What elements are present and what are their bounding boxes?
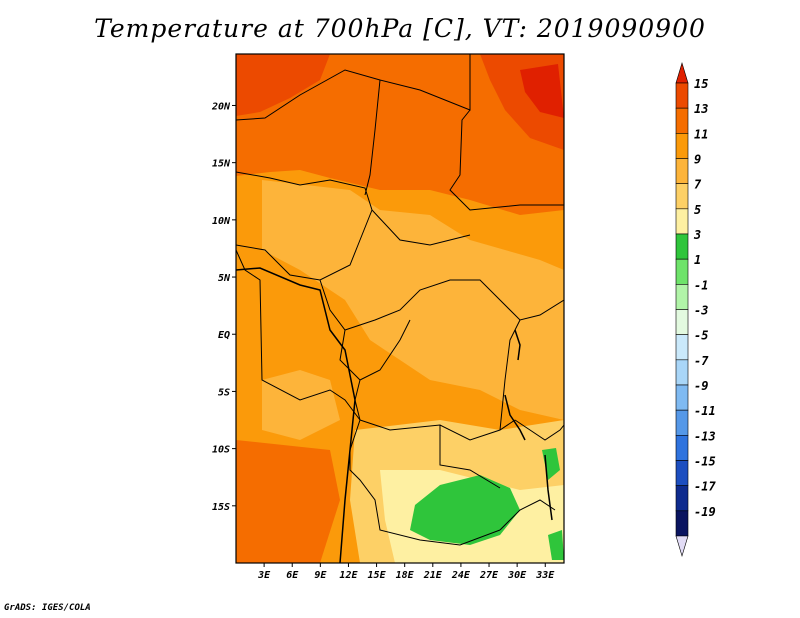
legend-color-box [675,82,689,109]
green-region-malawi [548,530,564,560]
legend-color-box [675,183,689,210]
legend-label: 15 [694,77,708,91]
legend-color-box [675,435,689,461]
legend-label: -3 [694,304,708,318]
legend-label: 9 [694,153,701,167]
legend-label: -15 [694,455,716,469]
longitude-axis: 3E 6E 9E 12E 15E 18E 21E 24E 27E 30E 33E [257,563,555,581]
legend-top-arrow [675,61,689,84]
legend-color-box [675,233,689,260]
lat-label: 5S [218,387,230,398]
legend-label: 11 [694,127,708,141]
lat-label: EQ [218,330,230,341]
color-legend: 15 13 11 9 7 5 3 1 -1 -3 -5 -7 -9 -11 -13 -15 -17 -19 [675,61,716,558]
legend-label: 13 [694,102,708,116]
lon-label: 15E [368,570,387,581]
legend-label: 7 [694,178,702,192]
coastlines-lakes [236,267,553,563]
legend-color-box [675,384,689,411]
map-panel [236,54,564,563]
lat-label: 10N [212,216,231,227]
legend-label: -17 [694,480,716,494]
hot-region-nw [236,54,330,116]
legend-label: 1 [694,253,701,267]
green-region-zambia [410,475,520,545]
hottest-spot-ne [520,64,564,118]
legend-color-box [675,284,689,310]
legend-color-box [675,409,689,436]
lon-label: 21E [423,570,443,581]
legend-color-box [675,309,689,335]
legend-color-box [675,258,689,285]
warm-region-sw [236,440,340,563]
legend-label: -19 [694,505,716,519]
legend-color-box [675,158,689,184]
moderate-region-central [262,180,564,420]
lat-label: 15S [212,502,230,513]
lat-label: 20N [211,101,231,112]
legend-label: -11 [694,404,716,418]
map-frame [235,53,565,564]
legend-color-box [675,208,689,235]
country-borders [236,54,564,546]
lat-label: 15N [212,159,231,170]
lon-label: 6E [286,570,299,581]
lon-label: 12E [339,570,358,581]
lat-label: 5N [218,273,231,284]
legend-label: 3 [693,228,701,242]
lon-label: 9E [314,570,327,581]
legend-label: -9 [694,379,708,393]
lon-label: 27E [479,570,499,581]
legend-color-box [675,334,689,361]
legend-color-box [675,485,689,512]
legend-label: -13 [694,429,716,443]
lon-label: 30E [507,570,527,581]
legend-color-box [675,133,689,159]
grads-credit: GrADS: IGES/COLA [4,603,91,613]
legend-label: -1 [694,278,708,292]
lon-label: 3E [257,570,271,581]
legend-label: -5 [694,329,708,343]
legend-bottom-arrow [675,535,689,558]
warm-region-north [236,54,564,215]
legend-label: -7 [694,354,709,368]
lon-label: 18E [396,570,415,581]
page-title: Temperature at 700hPa [C], VT: 201909090… [94,14,706,43]
legend-label: 5 [694,203,701,217]
legend-color-box [675,460,689,486]
legend-color-box [675,107,689,134]
moderate-region-sw [262,370,340,440]
lat-label: 10S [212,445,230,456]
legend-color-box [675,359,689,386]
lon-label: 33E [535,570,555,581]
lon-label: 24E [451,570,471,581]
legend-color-box [675,510,689,537]
latitude-axis: 20N 15N 10N 5N EQ 5S 10S 15S [211,101,236,513]
